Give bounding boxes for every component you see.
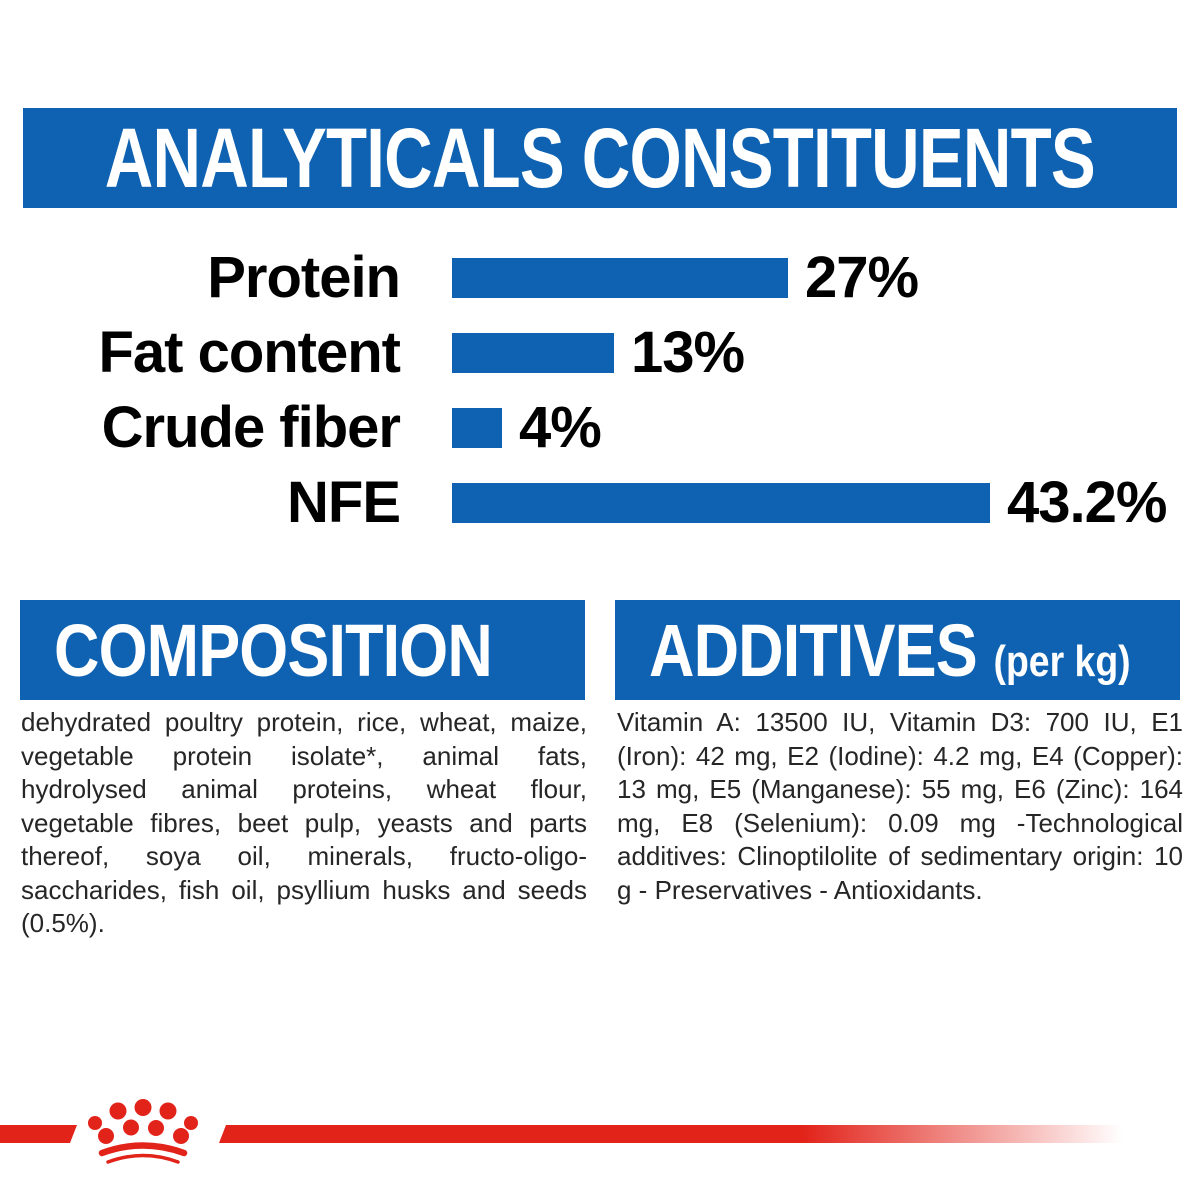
- royal-canin-crown-icon: [88, 1099, 198, 1164]
- additives-header-bar: ADDITIVES (per kg): [615, 600, 1180, 700]
- footer-divider-right: [219, 1125, 1160, 1143]
- composition-body: dehydrated poultry protein, rice, wheat,…: [21, 707, 587, 938]
- chart-row-protein: Protein 27%: [0, 240, 1200, 315]
- composition-title: COMPOSITION: [54, 608, 493, 692]
- chart-label-crude-fiber: Crude fiber: [101, 395, 401, 460]
- chart-label-fat-content: Fat content: [98, 320, 401, 385]
- chart-row-nfe: NFE 43.2%: [0, 465, 1200, 540]
- chart-bar-crude-fiber: [452, 407, 502, 448]
- chart-value-protein: 27%: [805, 245, 919, 310]
- additives-body: Vitamin A: 13500 IU, Vitamin D3: 700 IU,…: [617, 707, 1183, 905]
- composition-header-bar: COMPOSITION: [20, 600, 585, 700]
- chart-bar-protein: [452, 257, 788, 298]
- chart-value-crude-fiber: 4%: [519, 395, 602, 460]
- analytical-constituents-chart: Protein 27% Fat content 13% Crude fiber …: [0, 240, 1200, 540]
- additives-title: ADDITIVES: [649, 608, 978, 692]
- chart-label-protein: Protein: [207, 245, 401, 310]
- chart-bar-fat-content: [452, 332, 614, 373]
- chart-value-nfe: 43.2%: [1007, 470, 1167, 535]
- chart-value-fat-content: 13%: [631, 320, 745, 385]
- chart-row-fat-content: Fat content 13%: [0, 315, 1200, 390]
- analyticals-title: ANALYTICALS CONSTITUENTS: [104, 110, 1096, 205]
- analyticals-header-bar: ANALYTICALS CONSTITUENTS: [23, 108, 1177, 208]
- additives-title-group: ADDITIVES (per kg): [615, 608, 1131, 693]
- chart-row-crude-fiber: Crude fiber 4%: [0, 390, 1200, 465]
- footer-divider-left: [0, 1125, 77, 1143]
- chart-label-nfe: NFE: [287, 470, 401, 535]
- chart-bar-nfe: [452, 482, 990, 523]
- additives-unit: (per kg): [993, 636, 1131, 686]
